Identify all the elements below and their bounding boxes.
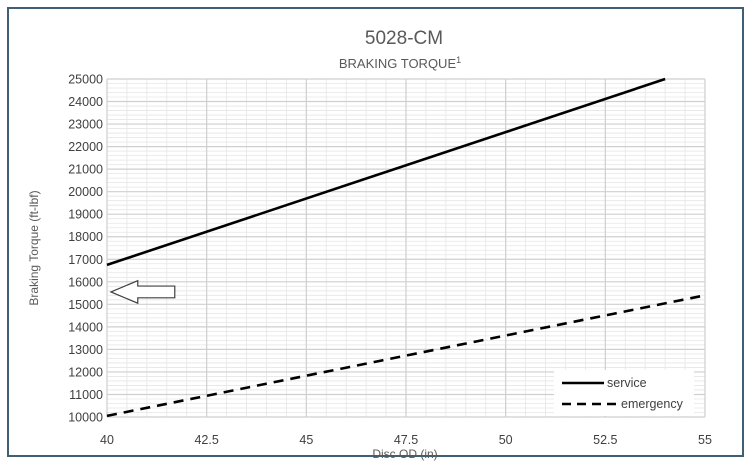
legend: service emergency xyxy=(554,370,694,416)
y-tick-label: 25000 xyxy=(68,73,103,87)
y-tick-label: 10000 xyxy=(68,411,103,425)
ticks-layer: 10000 11000 12000 13000 14000 15000 16000 17000… xyxy=(68,73,712,448)
major-grid xyxy=(106,78,706,418)
legend-label-service: service xyxy=(607,376,647,390)
x-tick-label: 47.5 xyxy=(394,433,418,447)
x-tick-label: 45 xyxy=(299,433,313,447)
y-tick-label: 16000 xyxy=(68,275,103,289)
chart-subtitle-text: BRAKING TORQUE xyxy=(339,56,457,71)
y-axis-label: Braking Torque (ft-lbf) xyxy=(27,190,41,305)
y-tick-label: 12000 xyxy=(68,365,103,379)
y-tick-label: 19000 xyxy=(68,208,103,222)
y-tick-label: 17000 xyxy=(68,253,103,267)
y-tick-label: 11000 xyxy=(69,388,103,402)
y-tick-label: 13000 xyxy=(68,343,103,357)
x-tick-label: 42.5 xyxy=(194,433,218,447)
series-layer xyxy=(106,77,706,418)
y-tick-label: 22000 xyxy=(68,140,103,154)
legend-label-emergency: emergency xyxy=(621,397,684,411)
x-tick-label: 55 xyxy=(698,433,712,447)
x-tick-label: 40 xyxy=(100,433,114,447)
legend-box xyxy=(554,370,694,416)
x-tick-label: 50 xyxy=(499,433,513,447)
y-tick-label: 21000 xyxy=(68,163,103,177)
series-line-service xyxy=(106,77,666,267)
left-arrow-icon xyxy=(109,279,176,305)
chart-subtitle-superscript: 1 xyxy=(456,55,461,65)
x-axis-label: Disc OD (in) xyxy=(372,447,437,461)
y-tick-label: 18000 xyxy=(68,230,103,244)
y-tick-label: 20000 xyxy=(68,185,103,199)
chart-subtitle: BRAKING TORQUE1 xyxy=(339,55,461,71)
y-tick-label: 24000 xyxy=(68,95,103,109)
y-tick-label: 14000 xyxy=(68,320,103,334)
y-tick-label: 15000 xyxy=(68,298,103,312)
chart-title: 5028-CM xyxy=(365,28,443,49)
x-tick-label: 52.5 xyxy=(593,433,617,447)
y-tick-label: 23000 xyxy=(68,118,103,132)
